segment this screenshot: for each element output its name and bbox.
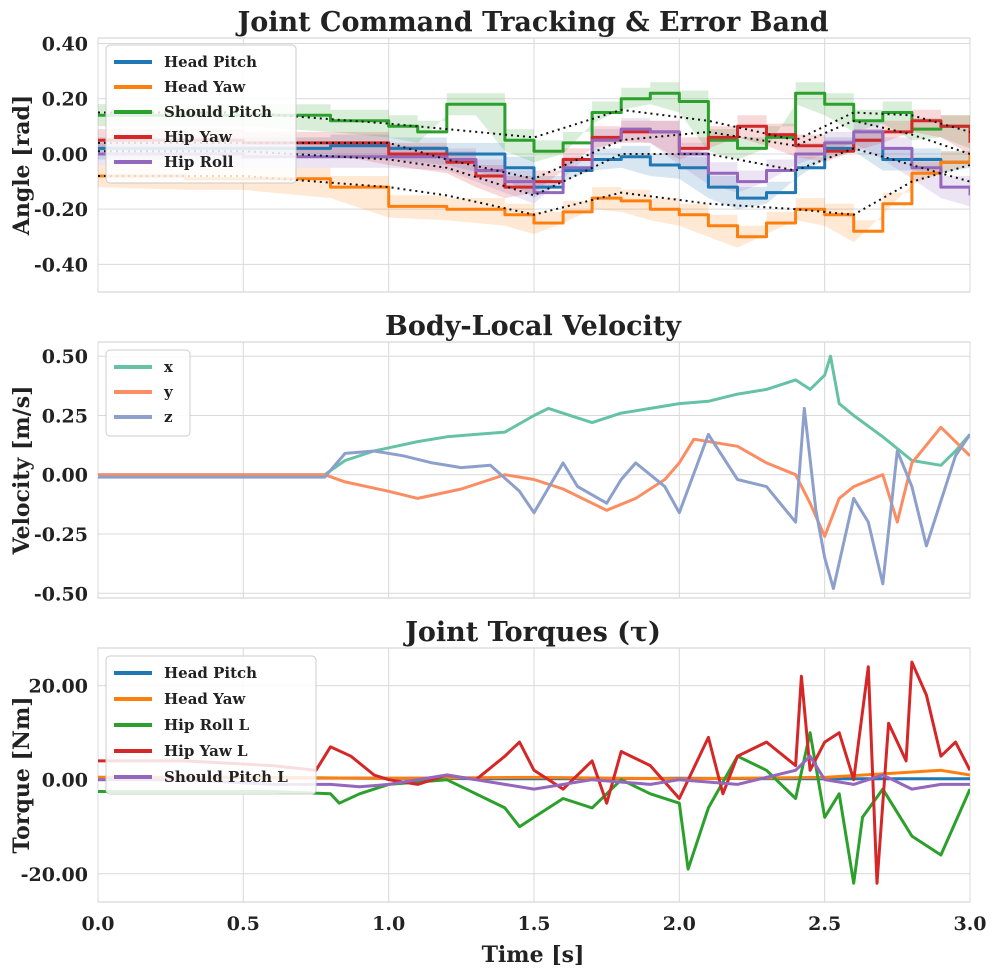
panel2-y-axis-label: Velocity [m/s] (9, 386, 35, 556)
x-tick-label: 2.0 (663, 913, 696, 935)
series-line-should-pitch (98, 91, 970, 153)
series-line-head-yaw (98, 154, 970, 239)
y-tick-label: -0.50 (34, 583, 88, 605)
panel2-title: Body-Local Velocity (385, 311, 682, 342)
panel2-y-ticks: 0.50 0.25 0.00 -0.25 -0.50 (34, 346, 88, 605)
legend-label: Head Yaw (164, 690, 246, 708)
x-tick-label: 1.5 (517, 913, 550, 935)
legend-label: y (163, 383, 174, 401)
y-tick-label: -0.20 (34, 199, 88, 221)
legend-box (105, 44, 297, 184)
error-band (98, 82, 970, 163)
panel1-reference-lines (98, 108, 970, 216)
legend-label: x (164, 358, 174, 376)
panel1-y-ticks: 0.40 0.20 0.00 -0.20 -0.40 (34, 34, 88, 277)
legend-label: Hip Yaw L (164, 742, 248, 760)
panel1-series (98, 91, 970, 239)
legend-label: Should Pitch L (164, 768, 288, 786)
panel1-title: Joint Command Tracking & Error Band (235, 7, 828, 38)
panel3-x-axis-label: Time [s] (482, 942, 585, 968)
x-tick-label: 1.0 (372, 913, 405, 935)
series-line-z (98, 406, 970, 590)
y-tick-label: 0.20 (42, 89, 88, 111)
x-tick-label: 2.5 (808, 913, 841, 935)
series-line-y (98, 425, 970, 538)
reference-dotted-line (98, 119, 970, 180)
legend-label: Hip Roll (164, 153, 234, 171)
panel2-legend: xyz (105, 349, 191, 437)
legend-box (105, 655, 317, 795)
y-tick-label: 20.00 (29, 676, 89, 698)
legend-label: Head Pitch (164, 53, 257, 71)
x-tick-label: 0.0 (81, 913, 114, 935)
panel-joint-torques: Joint Torques (τ) 20.00 0.00 -20.00 0.0 0.5… (9, 617, 987, 968)
y-tick-label: 0.40 (42, 34, 88, 56)
y-tick-label: 0.00 (42, 465, 88, 487)
legend-label: Head Yaw (164, 78, 246, 96)
panel3-y-ticks: 20.00 0.00 -20.00 (21, 676, 88, 886)
panel3-x-ticks: 0.0 0.5 1.0 1.5 2.0 2.5 3.0 (81, 913, 986, 935)
panel3-y-axis-label: Torque [Nm] (9, 696, 35, 853)
legend-label: Should Pitch (164, 103, 272, 121)
series-line-x (98, 354, 970, 477)
legend-label: z (164, 408, 173, 426)
y-tick-label: 0.00 (42, 144, 88, 166)
panel1-y-axis-label: Angle [rad] (9, 95, 35, 237)
series-line-should-pitch-l (98, 754, 970, 791)
panel3-title: Joint Torques (τ) (403, 617, 661, 648)
legend-label: Hip Roll L (164, 716, 250, 734)
series-line-hip-roll-l (98, 731, 970, 885)
panel-joint-command: Joint Command Tracking & Error Band 0.40… (9, 7, 971, 293)
reference-dotted-line (98, 108, 970, 142)
y-tick-label: -20.00 (21, 864, 88, 886)
panel-body-velocity: Body-Local Velocity 0.50 0.25 0.00 -0.25 -0.… (9, 311, 971, 605)
reference-dotted-line (98, 164, 970, 216)
panel3-legend: Head Pitch Head Yaw Hip Roll L Hip Yaw L Sho… (105, 655, 317, 795)
y-tick-label: -0.25 (34, 524, 88, 546)
panel1-legend: Head Pitch Head Yaw Should Pitch Hip Yaw Hip… (105, 44, 297, 184)
legend-label: Head Pitch (164, 664, 257, 682)
error-band (98, 109, 970, 199)
x-tick-label: 0.5 (227, 913, 260, 935)
series-line-hip-roll (98, 127, 970, 196)
error-band (98, 118, 970, 207)
panel2-grid (97, 342, 971, 598)
legend-label: Hip Yaw (164, 128, 233, 146)
y-tick-label: -0.40 (34, 254, 88, 276)
panel2-series (98, 354, 970, 590)
y-tick-label: 0.50 (42, 346, 88, 368)
y-tick-label: 0.25 (42, 405, 88, 427)
x-tick-label: 3.0 (953, 913, 986, 935)
y-tick-label: 0.00 (42, 770, 88, 792)
error-band (98, 142, 970, 248)
